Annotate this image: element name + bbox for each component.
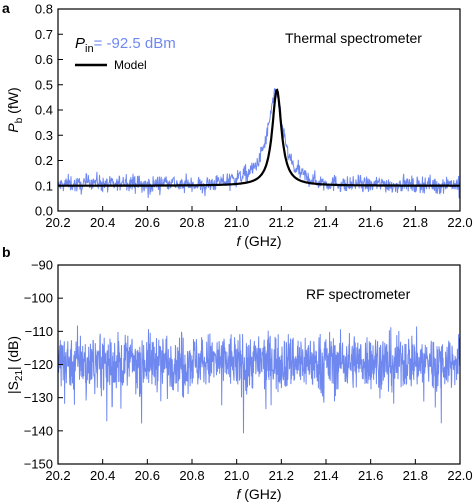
panel-a-x-ticks: 20.2 20.4 20.6 20.8 21.0 21.2 21.4 21.6 21.8 22.0 [45, 206, 473, 230]
panel-a-y-axis-label: Pb (fW) [5, 87, 25, 132]
y-tick-label: 0.6 [35, 52, 53, 67]
y-tick-label: 0.2 [35, 153, 53, 168]
panel-b-y-ticks: −90 −100 −110 −120 −130 −140 −150 [24, 258, 63, 472]
y-tick-label: −110 [25, 324, 53, 339]
panel-a-x-axis-label: f (GHz) [236, 233, 281, 249]
y-tick-label: −150 [24, 457, 53, 472]
legend-model-label: Model [114, 58, 147, 72]
measured-series [57, 88, 461, 199]
legend-pin-sub: in [85, 43, 94, 55]
panel-a-annotation: Thermal spectrometer [285, 30, 422, 46]
panel-b-x-ticks: 20.2 20.4 20.6 20.8 21.0 21.2 21.4 21.6 21.8 22.0 [45, 459, 473, 483]
panel-b-y-axis-label: |S21| (dB) [5, 336, 25, 394]
x-tick-label: 21.6 [358, 215, 383, 230]
model-series [58, 88, 460, 187]
s21-series [57, 325, 461, 434]
x-tick-label: 22.0 [447, 468, 472, 483]
x-tick-label: 20.8 [179, 468, 204, 483]
x-tick-label: 20.4 [90, 215, 115, 230]
panel-a: a 20.2 20.4 20.6 20.8 21.0 21.2 21.4 21.6 21.8 22… [2, 0, 473, 249]
y-tick-label: 0.0 [35, 204, 53, 219]
panel-a-model-curve [58, 88, 460, 187]
x-tick-label: 21.8 [403, 215, 428, 230]
x-tick-label: 21.0 [224, 468, 249, 483]
legend-pin-value: = -92.5 dBm [94, 35, 176, 52]
panel-a-data-trace [57, 88, 461, 199]
panel-b-annotation: RF spectrometer [306, 286, 411, 302]
x-tick-label: 20.6 [135, 215, 160, 230]
panel-a-label: a [2, 0, 10, 16]
x-tick-label: 21.0 [224, 215, 249, 230]
x-tick-label: 21.4 [313, 468, 338, 483]
y-tick-label: 0.4 [35, 103, 53, 118]
x-tick-label: 20.2 [45, 468, 70, 483]
y-tick-label: −140 [24, 423, 53, 438]
y-tick-label: 0.1 [35, 178, 53, 193]
x-tick-label: 21.4 [313, 215, 338, 230]
y-tick-label: −130 [24, 390, 53, 405]
x-tick-label: 22.0 [447, 215, 472, 230]
x-tick-label: 21.2 [269, 215, 294, 230]
x-tick-label: 20.2 [45, 215, 70, 230]
x-tick-label: 21.2 [269, 468, 294, 483]
panel-a-legend: Pin= -92.5 dBm Model [75, 35, 176, 72]
x-tick-label: 21.8 [403, 468, 428, 483]
y-tick-label: 0.7 [35, 27, 53, 42]
panel-b-x-axis-label: f (GHz) [236, 486, 281, 502]
y-tick-label: 0.3 [35, 128, 53, 143]
x-tick-label: 21.6 [358, 468, 383, 483]
y-tick-label: −100 [24, 291, 53, 306]
panel-b-label: b [2, 244, 11, 260]
y-tick-label: −120 [24, 357, 53, 372]
y-tick-label: 0.5 [35, 77, 53, 92]
x-tick-label: 20.4 [90, 468, 115, 483]
legend-pin-label: Pin= -92.5 dBm [75, 35, 176, 55]
panel-b: b 20.2 20.4 20.6 20.8 21.0 21.2 21.4 21.6 21.8 22… [2, 244, 473, 502]
y-tick-label: 0.8 [35, 2, 53, 17]
panel-b-data-trace [57, 325, 461, 434]
y-tick-label: −90 [31, 258, 53, 273]
x-tick-label: 20.6 [135, 468, 160, 483]
legend-pin-p: P [75, 35, 85, 52]
x-tick-label: 20.8 [179, 215, 204, 230]
panel-a-y-ticks: 0.0 0.1 0.2 0.3 0.4 0.5 0.6 0.7 0.8 [35, 2, 63, 219]
